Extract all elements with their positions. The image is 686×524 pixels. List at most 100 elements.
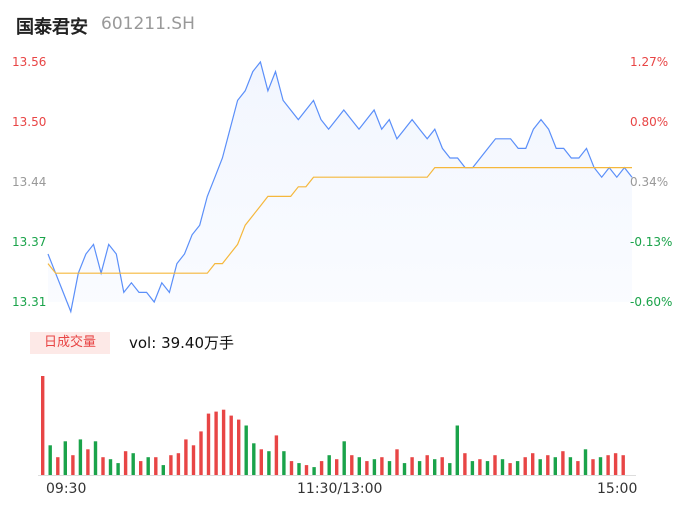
volume-bar [327,455,331,475]
volume-bar [176,453,181,475]
volume-bar [463,453,467,475]
y-tick-right: 1.27% [630,55,669,69]
volume-bar [372,459,377,475]
volume-bar [576,461,580,475]
volume-bar [101,457,105,475]
x-tick-midday: 11:30/13:00 [297,481,383,497]
price-line [47,60,633,314]
volume-bar [131,453,135,475]
volume-bar [508,463,512,475]
volume-bar [335,459,339,475]
volume-bar [568,457,573,475]
volume-bar [455,425,459,475]
x-tick-open: 09:30 [46,481,87,497]
volume-bar [598,457,603,475]
volume-bar [161,465,165,475]
volume-bar [312,467,316,475]
volume-bar [282,451,286,475]
volume-bar [304,465,309,475]
y-tick-left: 13.31 [12,295,47,309]
volume-bar [274,435,279,475]
volume-bar [267,451,271,475]
y-tick-left: 13.56 [12,55,47,69]
volume-bar [48,445,52,475]
volume-bar [229,415,233,475]
y-tick-left: 13.37 [12,235,47,249]
volume-readout: vol: 39.40万手 [129,332,234,353]
volume-label: vol: [129,334,157,352]
x-tick-close: 15:00 [597,481,638,497]
volume-bar [123,451,128,475]
volume-bar [206,413,211,475]
volume-bar [395,449,399,475]
volume-bar [199,431,203,475]
volume-bar [515,461,520,475]
stock-name: 国泰君安 [16,17,88,38]
volume-bar [71,455,75,475]
volume-bar [583,449,588,475]
volume-bar [546,455,550,475]
y-tick-right: -0.13% [630,235,673,249]
volume-bar [86,449,90,475]
volume-bar [531,453,535,475]
average-line [47,167,632,274]
y-tick-left: 13.50 [12,115,47,129]
volume-bar [485,461,490,475]
volume-bar [553,457,557,475]
volume-bar [252,443,256,475]
volume-bar [63,441,67,475]
volume-bar [146,457,150,475]
y-tick-left: 13.44 [12,175,47,189]
volume-bar [380,457,384,475]
volume-bar [139,461,143,475]
y-tick-right: -0.60% [630,295,673,309]
volume-bar [417,461,422,475]
price-area [48,62,632,312]
volume-bar [108,459,113,475]
volume-bar [259,449,263,475]
volume-bar [41,376,45,475]
volume-bar [93,441,98,475]
volume-bar [478,459,482,475]
volume-bar [154,457,158,475]
volume-bar [410,457,414,475]
volume-bar [169,455,173,475]
volume-bar [191,445,196,475]
volume-bar [500,459,505,475]
volume-bar [221,409,226,475]
volume-bar [342,441,346,475]
volume-bar [387,461,392,475]
volume-bar [78,439,83,475]
volume-bar [621,455,625,475]
volume-bar [357,457,361,475]
stock-code: 601211.SH [101,14,195,34]
volume-bar [184,439,188,475]
volume-bar [561,451,565,475]
y-tick-right: 0.34% [630,175,669,189]
daily-volume-badge: 日成交量 [30,332,110,354]
volume-bar [350,455,354,475]
volume-bar [116,463,120,475]
volume-value: 39.40万手 [161,334,235,352]
volume-bar [297,463,301,475]
volume-bar [244,425,248,475]
volume-bar [56,457,60,475]
volume-bar [289,461,294,475]
volume-bar [538,459,542,475]
volume-bar [470,461,475,475]
volume-bar [440,457,444,475]
y-tick-right: 0.80% [630,115,669,129]
volume-bar [591,459,595,475]
volume-bar [425,455,429,475]
volume-bar [319,461,324,475]
volume-bar [613,453,618,475]
volume-bar [493,455,497,475]
volume-bar [365,461,369,475]
volume-bar [237,419,241,475]
volume-bar [433,459,437,475]
volume-bar [448,463,452,475]
volume-bar [214,411,218,475]
volume-bar [523,457,527,475]
volume-bar [402,463,407,475]
